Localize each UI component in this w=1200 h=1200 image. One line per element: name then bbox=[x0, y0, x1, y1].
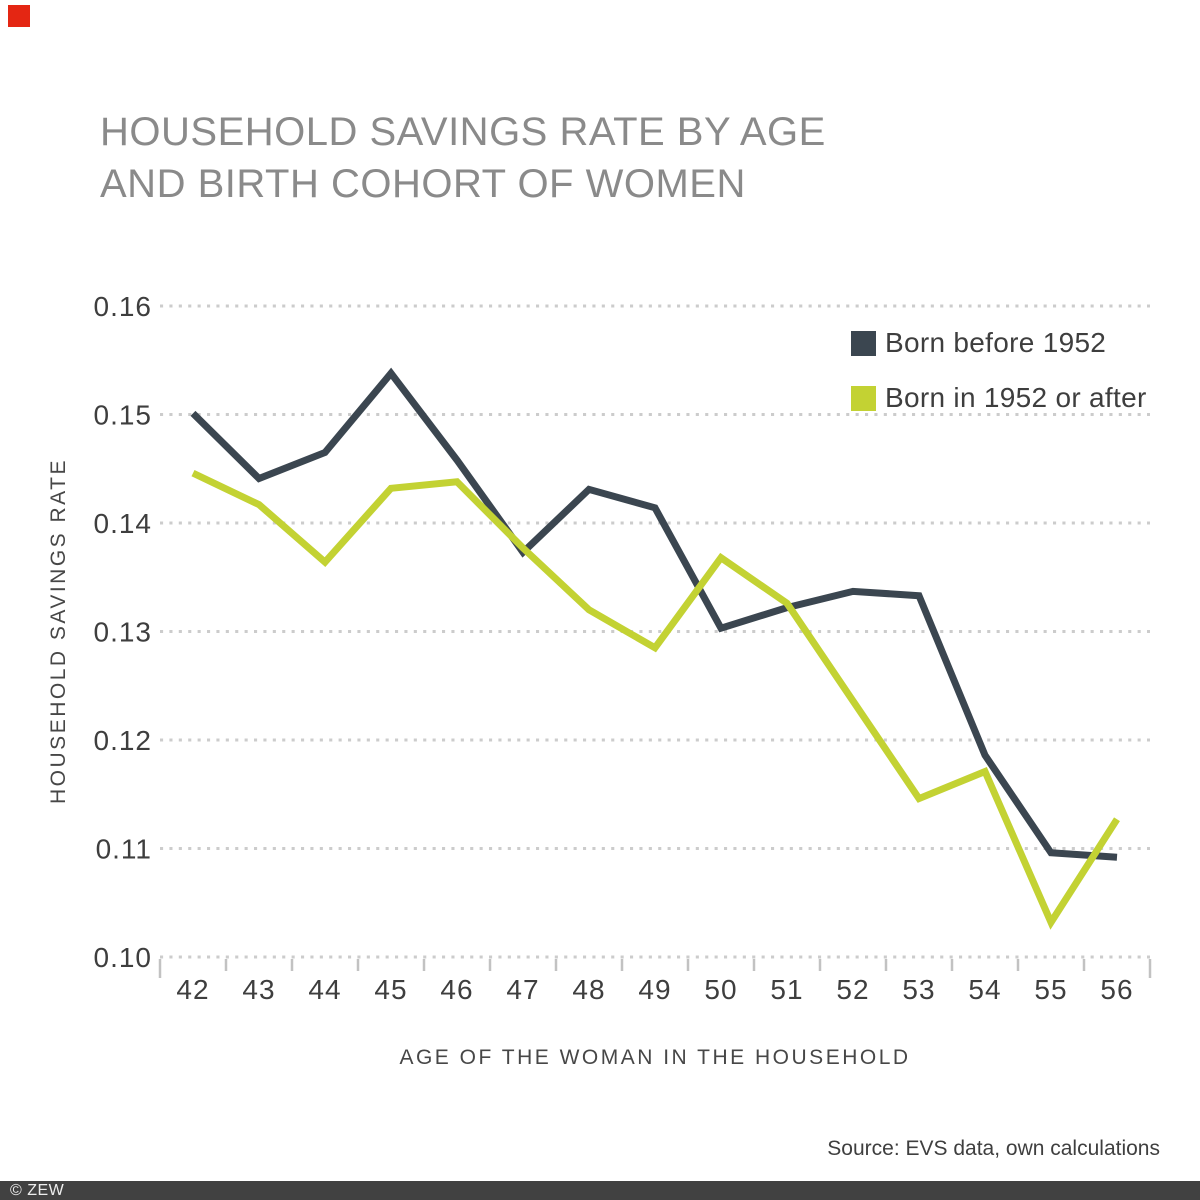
x-tick-label: 49 bbox=[638, 974, 671, 1005]
series-line-born-in-1952-or-after bbox=[191, 469, 1120, 930]
x-tick-label: 52 bbox=[836, 974, 869, 1005]
x-tick-label: 43 bbox=[242, 974, 275, 1005]
x-tick-label: 50 bbox=[704, 974, 737, 1005]
y-tick-label: 0.13 bbox=[94, 617, 153, 648]
y-tick-label: 0.11 bbox=[96, 834, 152, 865]
chart-legend: Born before 1952 Born in 1952 or after bbox=[851, 327, 1147, 414]
series-line-born-before-1952 bbox=[190, 367, 1118, 861]
y-axis-title: HOUSEHOLD SAVINGS RATE bbox=[47, 458, 70, 804]
x-tick-label: 46 bbox=[440, 974, 473, 1005]
x-tick-label: 54 bbox=[968, 974, 1001, 1005]
source-note: Source: EVS data, own calculations bbox=[827, 1137, 1160, 1160]
copyright-label: © ZEW bbox=[10, 1181, 65, 1199]
y-tick-label: 0.16 bbox=[94, 291, 153, 322]
footer-bar: © ZEW bbox=[0, 1181, 1200, 1200]
y-tick-label: 0.15 bbox=[94, 400, 153, 431]
chart-title: HOUSEHOLD SAVINGS RATE BY AGE AND BIRTH … bbox=[100, 106, 826, 210]
legend-item-born-before-1952: Born before 1952 bbox=[851, 327, 1147, 359]
x-tick-label: 44 bbox=[308, 974, 341, 1005]
y-tick-label: 0.14 bbox=[94, 508, 153, 539]
x-tick-label: 56 bbox=[1100, 974, 1133, 1005]
x-tick-label: 45 bbox=[374, 974, 407, 1005]
legend-swatch-dark bbox=[851, 330, 876, 356]
chart-title-line2: AND BIRTH COHORT OF WOMEN bbox=[100, 162, 746, 206]
x-tick-label: 55 bbox=[1034, 974, 1067, 1005]
y-tick-label: 0.12 bbox=[94, 725, 153, 756]
legend-label: Born in 1952 or after bbox=[885, 382, 1147, 413]
x-tick-label: 48 bbox=[572, 974, 605, 1005]
x-axis-title: AGE OF THE WOMAN IN THE HOUSEHOLD bbox=[399, 1046, 911, 1069]
x-tick-label: 42 bbox=[176, 974, 209, 1005]
legend-item-born-1952-or-after: Born in 1952 or after bbox=[851, 382, 1147, 414]
y-tick-label: 0.10 bbox=[94, 942, 153, 973]
x-tick-label: 47 bbox=[506, 974, 539, 1005]
legend-label: Born before 1952 bbox=[885, 327, 1107, 358]
chart-title-line1: HOUSEHOLD SAVINGS RATE BY AGE bbox=[100, 110, 826, 154]
x-tick-label: 51 bbox=[770, 974, 803, 1005]
x-tick-label: 53 bbox=[902, 974, 935, 1005]
legend-swatch-green bbox=[851, 385, 876, 411]
brand-corner-square bbox=[8, 5, 30, 27]
